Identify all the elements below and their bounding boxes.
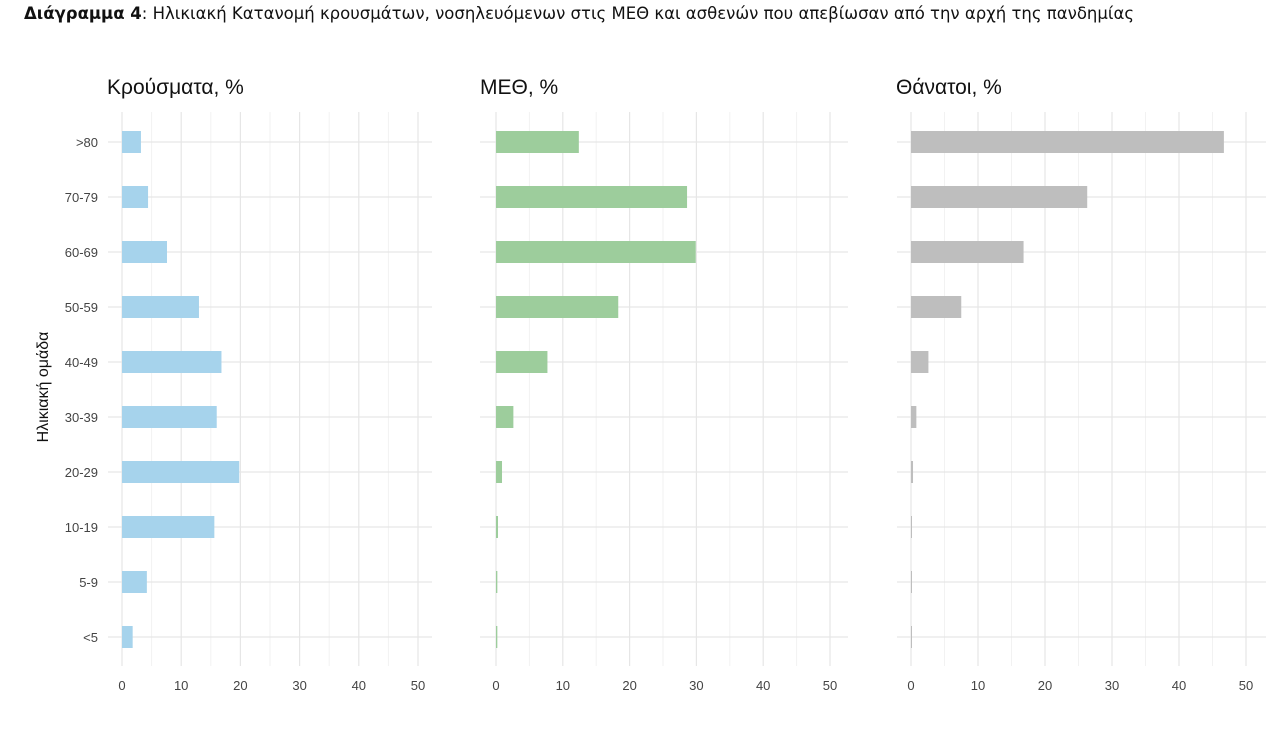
bar [911, 571, 912, 593]
bar [911, 406, 917, 428]
bar [122, 626, 133, 648]
bar [911, 241, 1024, 263]
bar [122, 351, 222, 373]
x-tick-label: 50 [823, 678, 837, 693]
y-tick-label: 40-49 [65, 355, 98, 370]
x-tick-label: 20 [622, 678, 636, 693]
bar [496, 131, 579, 153]
bar [122, 406, 217, 428]
y-tick-label: 50-59 [65, 300, 98, 315]
bar [911, 351, 929, 373]
bar [496, 626, 498, 648]
bar [122, 461, 240, 483]
x-tick-label: 0 [492, 678, 499, 693]
bar [496, 406, 514, 428]
bar [496, 516, 499, 538]
bar [911, 296, 962, 318]
bar [122, 131, 141, 153]
y-tick-label: <5 [83, 630, 98, 645]
x-tick-label: 40 [1172, 678, 1186, 693]
caption-text: : Ηλικιακή Κατανομή κρουσμάτων, νοσηλευό… [141, 4, 1135, 23]
x-tick-label: 20 [1038, 678, 1052, 693]
bar [496, 241, 696, 263]
x-tick-label: 0 [118, 678, 125, 693]
x-tick-label: 40 [352, 678, 366, 693]
figure-caption: Διάγραμμα 4: Ηλικιακή Κατανομή κρουσμάτω… [24, 4, 1134, 23]
x-tick-label: 0 [907, 678, 914, 693]
panel-title: Θάνατοι, % [896, 76, 1002, 99]
panel-title: Κρούσματα, % [107, 76, 244, 99]
y-tick-label: 20-29 [65, 465, 98, 480]
x-tick-label: 10 [971, 678, 985, 693]
bar [911, 461, 914, 483]
x-tick-label: 30 [292, 678, 306, 693]
bar [496, 351, 548, 373]
y-tick-label: 5-9 [79, 575, 98, 590]
y-axis-title: Ηλικιακή ομάδα [35, 332, 52, 443]
y-tick-label: 60-69 [65, 245, 98, 260]
bar [122, 516, 215, 538]
bar [122, 186, 149, 208]
y-tick-label: >80 [76, 135, 98, 150]
bar [122, 296, 199, 318]
bar [911, 186, 1088, 208]
bar [122, 241, 167, 263]
x-tick-label: 10 [174, 678, 188, 693]
x-tick-label: 50 [1239, 678, 1253, 693]
caption-prefix: Διάγραμμα 4 [24, 4, 142, 23]
x-tick-label: 30 [1105, 678, 1119, 693]
y-tick-label: 10-19 [65, 520, 98, 535]
x-tick-label: 40 [756, 678, 770, 693]
bar [122, 571, 147, 593]
bar [496, 186, 688, 208]
y-tick-label: 30-39 [65, 410, 98, 425]
bar [496, 571, 498, 593]
bar [496, 296, 619, 318]
bar [911, 626, 912, 648]
x-tick-label: 30 [689, 678, 703, 693]
x-tick-label: 50 [411, 678, 425, 693]
x-tick-label: 10 [556, 678, 570, 693]
bar [911, 516, 912, 538]
x-tick-label: 20 [233, 678, 247, 693]
bar [911, 131, 1224, 153]
bar [496, 461, 503, 483]
panel-title: ΜΕΘ, % [480, 76, 558, 99]
y-tick-label: 70-79 [65, 190, 98, 205]
